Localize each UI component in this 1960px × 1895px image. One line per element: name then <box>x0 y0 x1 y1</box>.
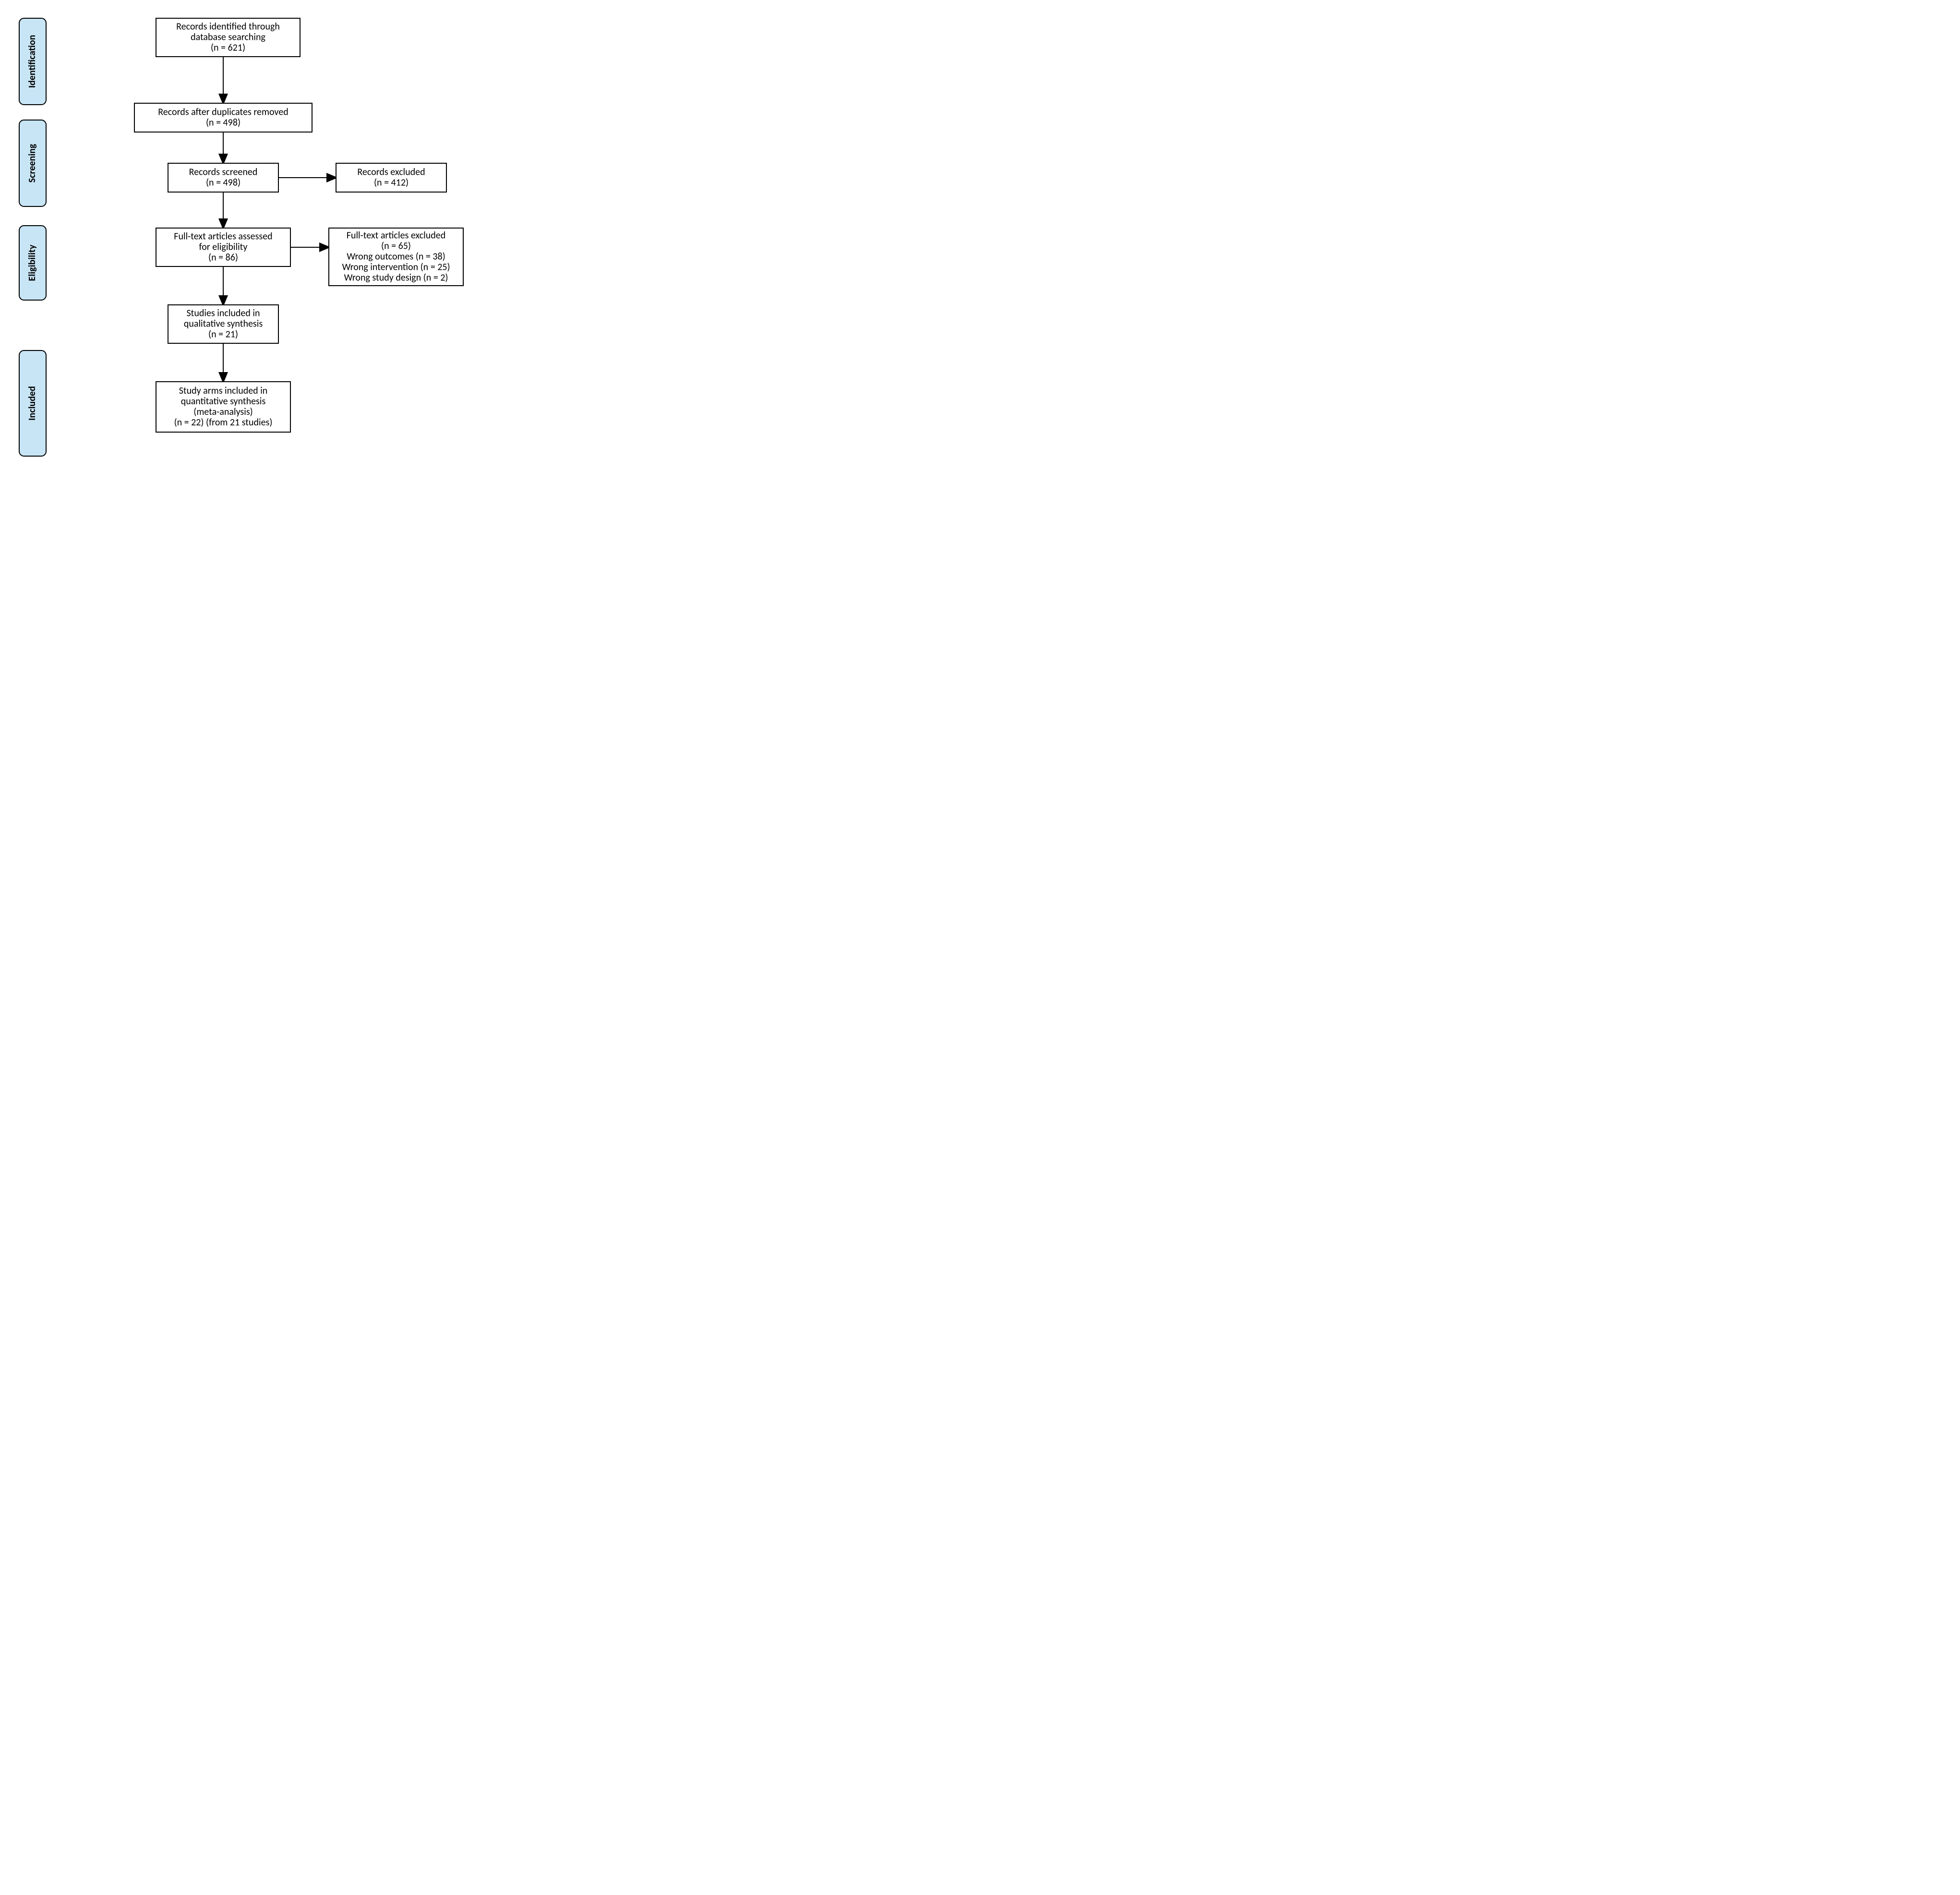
boxes-group: Records identified throughdatabase searc… <box>134 18 463 432</box>
flow-text-b6: Full-text articles excluded(n = 65)Wrong… <box>342 230 450 284</box>
flow-text-b8: Study arms included inquantitative synth… <box>174 385 273 428</box>
stage-label-screening: Screening <box>26 144 38 182</box>
stage-label-identification: Identification <box>26 35 38 88</box>
stages-group: Identification Screening Eligibility Includ… <box>19 18 46 456</box>
stage-label-included: Included <box>26 386 38 421</box>
prisma-flowchart: Identification Screening Eligibility Includ… <box>10 10 480 466</box>
stage-label-eligibility: Eligibility <box>26 244 38 281</box>
